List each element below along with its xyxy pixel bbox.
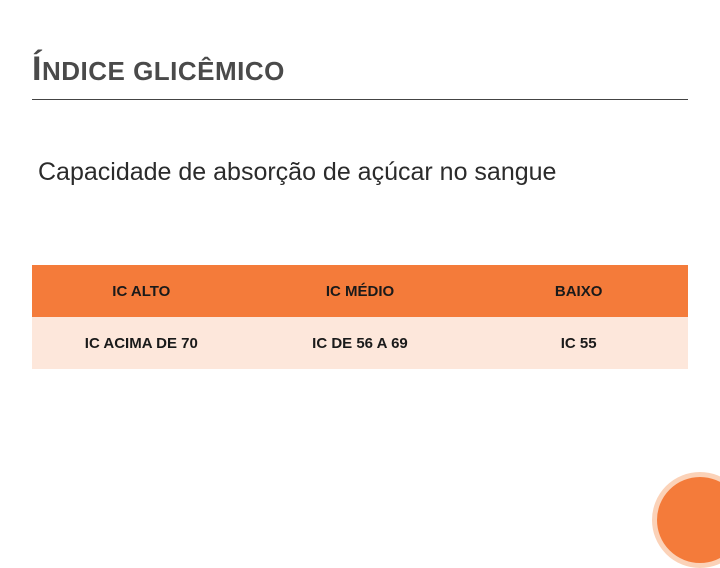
table-row: IC ACIMA DE 70 IC DE 56 A 69 IC 55: [32, 317, 688, 369]
subtitle: Capacidade de absorção de açúcar no sang…: [38, 158, 688, 187]
table-header-row: IC ALTO IC MÉDIO BAIXO: [32, 265, 688, 317]
table-header-cell: BAIXO: [469, 265, 688, 317]
title-cap: Í: [32, 50, 42, 88]
title-block: ÍNDICE GLICÊMICO: [32, 50, 688, 100]
table-cell: IC ACIMA DE 70: [32, 317, 251, 369]
table-cell: IC 55: [469, 317, 688, 369]
slide: ÍNDICE GLICÊMICO Capacidade de absorção …: [0, 0, 720, 540]
table-header-cell: IC ALTO: [32, 265, 251, 317]
table-header-cell: IC MÉDIO: [251, 265, 470, 317]
title-rest: NDICE GLICÊMICO: [42, 56, 285, 86]
glycemic-table: IC ALTO IC MÉDIO BAIXO IC ACIMA DE 70 IC…: [32, 265, 688, 369]
page-title: ÍNDICE GLICÊMICO: [32, 50, 688, 89]
table-cell: IC DE 56 A 69: [251, 317, 470, 369]
corner-circle-decoration: [652, 472, 720, 568]
